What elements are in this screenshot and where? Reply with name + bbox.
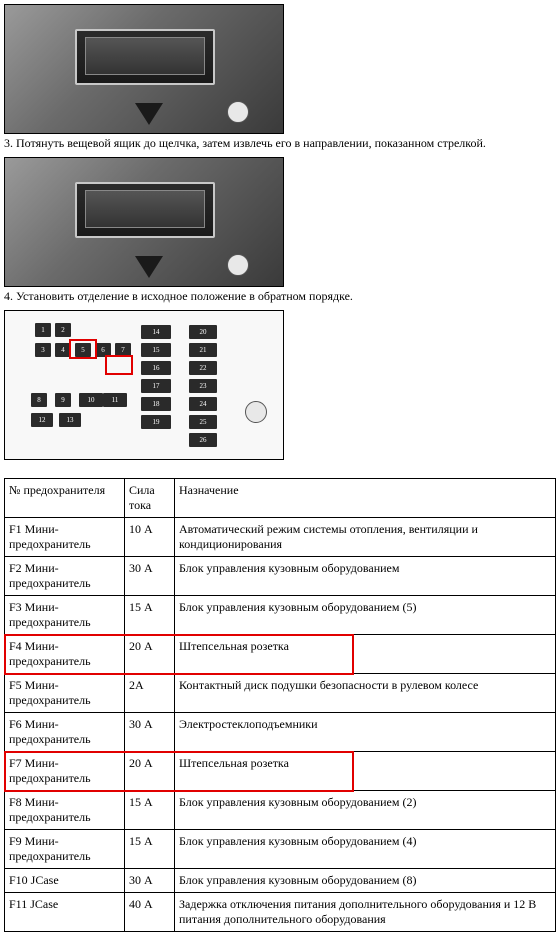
arrow-down-icon bbox=[135, 103, 163, 125]
cell-desc: Автоматический режим системы отопления, … bbox=[175, 518, 556, 557]
caption-step3: 3. Потянуть вещевой ящик до щелчка, зате… bbox=[4, 136, 556, 151]
fuse-slot: 22 bbox=[189, 361, 217, 375]
fuse-slot: 24 bbox=[189, 397, 217, 411]
caption-step4: 4. Установить отделение в исходное полож… bbox=[4, 289, 556, 304]
col-num: № предохранителя bbox=[5, 479, 125, 518]
cell-amp: 15 А bbox=[125, 830, 175, 869]
fuse-slot: 7 bbox=[115, 343, 131, 357]
brand-badge-icon bbox=[227, 254, 249, 276]
cell-num: F4 Мини-предохранитель bbox=[5, 635, 125, 674]
cell-desc: Блок управления кузовным оборудованием (… bbox=[175, 596, 556, 635]
col-amp: Сила тока bbox=[125, 479, 175, 518]
fuse-slot: 6 bbox=[95, 343, 111, 357]
cell-num: F6 Мини-предохранитель bbox=[5, 713, 125, 752]
cell-desc: Блок управления кузовным оборудованием (… bbox=[175, 830, 556, 869]
fuse-slot: 5 bbox=[75, 343, 91, 357]
cell-desc: Блок управления кузовным оборудованием (… bbox=[175, 791, 556, 830]
col-desc: Назначение bbox=[175, 479, 556, 518]
fuse-slot: 9 bbox=[55, 393, 71, 407]
cell-desc: Контактный диск подушки безопасности в р… bbox=[175, 674, 556, 713]
fuse-slot: 23 bbox=[189, 379, 217, 393]
glovebox-handle bbox=[85, 37, 205, 75]
fuse-table: № предохранителя Сила тока Назначение F1… bbox=[4, 478, 556, 932]
cell-desc: Штепсельная розетка bbox=[175, 752, 556, 791]
fuse-slot: 17 bbox=[141, 379, 171, 393]
table-row: F6 Мини-предохранитель30 АЭлектростеклоп… bbox=[5, 713, 556, 752]
fuse-slot: 16 bbox=[141, 361, 171, 375]
fuse-slot: 15 bbox=[141, 343, 171, 357]
brand-badge-icon bbox=[245, 401, 267, 423]
table-row: F8 Мини-предохранитель15 АБлок управлени… bbox=[5, 791, 556, 830]
glovebox-photo-2 bbox=[4, 157, 284, 287]
cell-num: F11 JCase bbox=[5, 893, 125, 932]
fuse-slot: 19 bbox=[141, 415, 171, 429]
table-row: F2 Мини-предохранитель30 АБлок управлени… bbox=[5, 557, 556, 596]
fuse-slot: 4 bbox=[55, 343, 71, 357]
diagram-highlight bbox=[105, 355, 133, 375]
cell-num: F1 Мини-предохранитель bbox=[5, 518, 125, 557]
table-row: F11 JCase40 АЗадержка отключения питания… bbox=[5, 893, 556, 932]
cell-num: F2 Мини-предохранитель bbox=[5, 557, 125, 596]
brand-badge-icon bbox=[227, 101, 249, 123]
fuse-slot: 25 bbox=[189, 415, 217, 429]
cell-amp: 30 А bbox=[125, 557, 175, 596]
cell-num: F5 Мини-предохранитель bbox=[5, 674, 125, 713]
arrow-down-icon bbox=[135, 256, 163, 278]
cell-amp: 15 А bbox=[125, 596, 175, 635]
fuse-slot: 20 bbox=[189, 325, 217, 339]
fuse-table-wrap: № предохранителя Сила тока Назначение F1… bbox=[4, 478, 556, 932]
fuse-slot: 13 bbox=[59, 413, 81, 427]
glovebox-handle bbox=[85, 190, 205, 228]
fuse-slot: 8 bbox=[31, 393, 47, 407]
glovebox-photo-1 bbox=[4, 4, 284, 134]
fuse-slot: 1 bbox=[35, 323, 51, 337]
fuse-box-diagram: 1 2 3 4 5 6 7 8 9 10 11 12 13 14 15 16 1… bbox=[4, 310, 284, 460]
table-row: F5 Мини-предохранитель2АКонтактный диск … bbox=[5, 674, 556, 713]
cell-desc: Электростеклоподъемники bbox=[175, 713, 556, 752]
table-header-row: № предохранителя Сила тока Назначение bbox=[5, 479, 556, 518]
fuse-slot: 18 bbox=[141, 397, 171, 411]
fuse-slot: 2 bbox=[55, 323, 71, 337]
fuse-slot: 14 bbox=[141, 325, 171, 339]
table-row: F3 Мини-предохранитель15 АБлок управлени… bbox=[5, 596, 556, 635]
table-row: F1 Мини-предохранитель10 ААвтоматический… bbox=[5, 518, 556, 557]
cell-amp: 40 А bbox=[125, 893, 175, 932]
cell-amp: 2А bbox=[125, 674, 175, 713]
table-row: F10 JCase30 АБлок управления кузовным об… bbox=[5, 869, 556, 893]
cell-num: F3 Мини-предохранитель bbox=[5, 596, 125, 635]
fuse-slot: 10 bbox=[79, 393, 103, 407]
cell-desc: Штепсельная розетка bbox=[175, 635, 556, 674]
cell-amp: 30 А bbox=[125, 869, 175, 893]
table-row: F7 Мини-предохранитель20 АШтепсельная ро… bbox=[5, 752, 556, 791]
fuse-slot: 26 bbox=[189, 433, 217, 447]
cell-num: F10 JCase bbox=[5, 869, 125, 893]
cell-desc: Блок управления кузовным оборудованием (… bbox=[175, 869, 556, 893]
table-row: F4 Мини-предохранитель20 АШтепсельная ро… bbox=[5, 635, 556, 674]
cell-amp: 10 А bbox=[125, 518, 175, 557]
cell-amp: 30 А bbox=[125, 713, 175, 752]
table-row: F9 Мини-предохранитель15 АБлок управлени… bbox=[5, 830, 556, 869]
cell-amp: 20 А bbox=[125, 635, 175, 674]
cell-num: F9 Мини-предохранитель bbox=[5, 830, 125, 869]
fuse-slot: 3 bbox=[35, 343, 51, 357]
cell-num: F8 Мини-предохранитель bbox=[5, 791, 125, 830]
fuse-slot: 21 bbox=[189, 343, 217, 357]
cell-desc: Задержка отключения питания дополнительн… bbox=[175, 893, 556, 932]
cell-amp: 15 А bbox=[125, 791, 175, 830]
fuse-slot: 12 bbox=[31, 413, 53, 427]
fuse-slot: 11 bbox=[103, 393, 127, 407]
cell-amp: 20 А bbox=[125, 752, 175, 791]
cell-desc: Блок управления кузовным оборудованием bbox=[175, 557, 556, 596]
cell-num: F7 Мини-предохранитель bbox=[5, 752, 125, 791]
